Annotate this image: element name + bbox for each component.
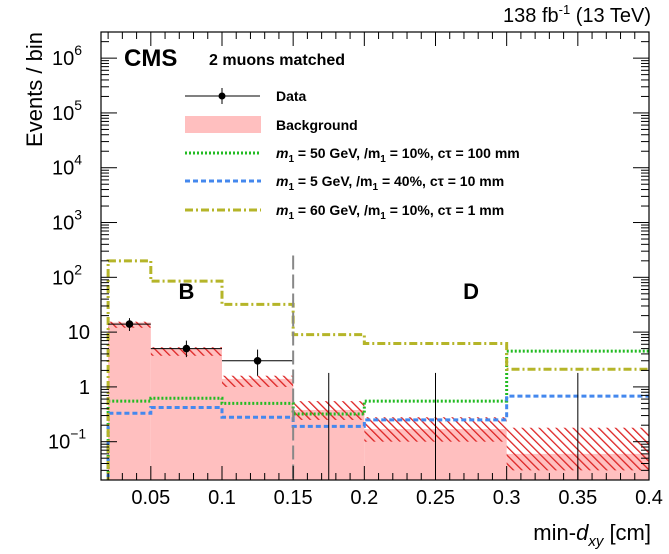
y-axis-title: Events / bin: [22, 32, 47, 147]
x-tick-label: 0.05: [131, 487, 170, 509]
legend-background-swatch: [185, 116, 261, 133]
data-point: [125, 320, 134, 328]
legend-label-signal-2: m1 = 5 GeV, /m1 = 40%, cτ = 10 mm: [276, 173, 504, 193]
data-layer: [108, 318, 579, 480]
y-tick-exponent: 5: [74, 97, 82, 113]
selection-label: 2 muons matched: [209, 52, 345, 69]
legend-label-background: Background: [276, 117, 358, 133]
y-tick-label: 1: [79, 377, 90, 399]
y-tick-label: 105: [52, 97, 82, 125]
y-tick-label: 102: [52, 261, 82, 289]
y-tick-label: 106: [52, 42, 82, 70]
y-tick-label: 10−1: [48, 426, 86, 454]
legend-label-signal-3: m1 = 60 GeV, /m1 = 10%, cτ = 1 mm: [276, 202, 504, 222]
plot-frame: [100, 31, 650, 481]
data-point: [182, 344, 191, 353]
x-tick-label: 0.35: [558, 487, 597, 509]
y-tick-label: 104: [52, 152, 82, 180]
legend: Data Background m1 = 50 GeV, /m1 = 10%, …: [185, 88, 520, 222]
legend-entry-signal-3: m1 = 60 GeV, /m1 = 10%, cτ = 1 mm: [185, 202, 504, 222]
region-label-d: D: [463, 279, 479, 304]
legend-entry-data: Data: [185, 88, 307, 104]
x-axis-title: min-dxy [cm]: [533, 520, 651, 550]
x-tick-label: 0.4: [635, 487, 663, 509]
x-tick-label: 0.1: [208, 487, 236, 509]
x-tick-label: 0.3: [493, 487, 521, 509]
legend-entry-background: Background: [185, 116, 358, 133]
legend-label-data: Data: [276, 88, 307, 104]
legend-entry-signal-2: m1 = 5 GeV, /m1 = 40%, cτ = 10 mm: [185, 173, 504, 193]
legend-label-signal-1: m1 = 50 GeV, /m1 = 10%, cτ = 100 mm: [276, 145, 520, 165]
x-tick-label: 0.2: [350, 487, 378, 509]
legend-data-marker: [218, 92, 226, 100]
y-tick-label: 103: [52, 207, 82, 235]
background-bar: [221, 378, 294, 480]
data-point: [253, 356, 262, 365]
y-tick-exponent: 4: [74, 152, 82, 168]
background-uncertainty-band: [221, 375, 294, 387]
legend-entry-signal-1: m1 = 50 GeV, /m1 = 10%, cτ = 100 mm: [185, 145, 520, 165]
region-label-b: B: [178, 279, 194, 304]
y-tick-label: 10: [68, 322, 90, 344]
y-tick-exponent: 6: [74, 42, 82, 58]
lumi-label: 138 fb-1 (13 TeV): [503, 2, 651, 27]
y-tick-exponent: −1: [70, 426, 86, 442]
cms-label: CMS: [124, 45, 177, 72]
y-tick-exponent: 2: [74, 261, 82, 277]
x-tick-label: 0.25: [416, 487, 455, 509]
background-bar: [150, 348, 222, 480]
x-tick-label: 0.15: [274, 487, 313, 509]
y-tick-exponent: 3: [74, 207, 82, 223]
